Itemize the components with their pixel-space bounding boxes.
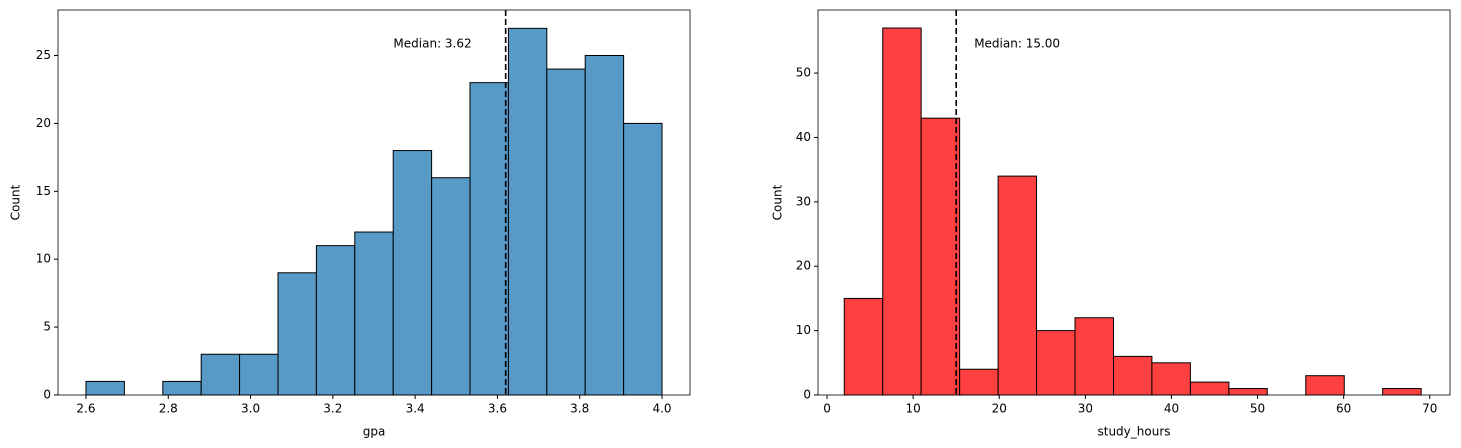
x-tick-label: 2.6: [76, 402, 95, 416]
bar: [431, 177, 471, 396]
median-annotation: Median: 3.62: [393, 37, 471, 51]
bar: [162, 380, 202, 396]
bar: [469, 82, 509, 396]
x-axis-label: gpa: [363, 425, 386, 439]
bar: [507, 27, 548, 396]
x-tick-label: 10: [906, 402, 921, 416]
x-tick-label: 4.0: [652, 402, 671, 416]
y-tick-label: 20: [796, 259, 811, 273]
bar: [959, 368, 999, 396]
y-tick-label: 30: [796, 194, 811, 208]
bar: [920, 117, 961, 396]
x-tick-label: 3.6: [488, 402, 507, 416]
bar: [546, 68, 586, 396]
y-tick-label: 0: [43, 388, 51, 402]
x-tick-label: 3.4: [406, 402, 425, 416]
bar: [1228, 388, 1268, 396]
y-tick-label: 10: [796, 323, 811, 337]
bar: [85, 380, 125, 396]
x-tick-label: 20: [992, 402, 1007, 416]
median-annotation: Median: 15.00: [974, 37, 1060, 51]
bar: [277, 272, 317, 396]
x-tick-label: 2.8: [159, 402, 178, 416]
x-tick-label: 3.8: [570, 402, 589, 416]
y-axis-label: Count: [9, 184, 23, 220]
y-tick-label: 15: [36, 184, 51, 198]
bar: [354, 231, 394, 396]
y-tick-label: 0: [803, 388, 811, 402]
bar: [997, 175, 1038, 396]
y-tick-label: 20: [36, 116, 51, 130]
bar: [1113, 355, 1153, 396]
y-tick-label: 50: [796, 66, 811, 80]
x-tick-label: 0: [823, 402, 831, 416]
bar: [882, 27, 922, 396]
y-tick-label: 10: [36, 252, 51, 266]
bar: [1074, 317, 1115, 396]
bar: [1305, 375, 1345, 396]
bar: [843, 297, 884, 396]
y-tick-label: 40: [796, 130, 811, 144]
bar: [200, 353, 241, 396]
bar: [1151, 362, 1191, 396]
y-tick-label: 25: [36, 48, 51, 62]
bar: [392, 150, 433, 396]
x-tick-label: 30: [1078, 402, 1093, 416]
x-tick-label: 3.0: [241, 402, 260, 416]
x-tick-label: 40: [1164, 402, 1179, 416]
x-tick-label: 3.2: [323, 402, 342, 416]
bar: [1382, 388, 1422, 396]
y-axis-label: Count: [771, 184, 785, 220]
bar: [623, 122, 663, 396]
bar: [1036, 330, 1076, 396]
axes-frame: [817, 9, 1451, 396]
bar: [239, 353, 279, 396]
bar: [315, 245, 356, 396]
x-tick-label: 70: [1422, 402, 1437, 416]
x-tick-label: 50: [1250, 402, 1265, 416]
bar: [584, 54, 625, 396]
bar: [1189, 381, 1230, 396]
x-tick-label: 60: [1336, 402, 1351, 416]
x-axis-label: study_hours: [1097, 425, 1170, 439]
axes-frame: [57, 9, 691, 396]
y-tick-label: 5: [43, 320, 51, 334]
